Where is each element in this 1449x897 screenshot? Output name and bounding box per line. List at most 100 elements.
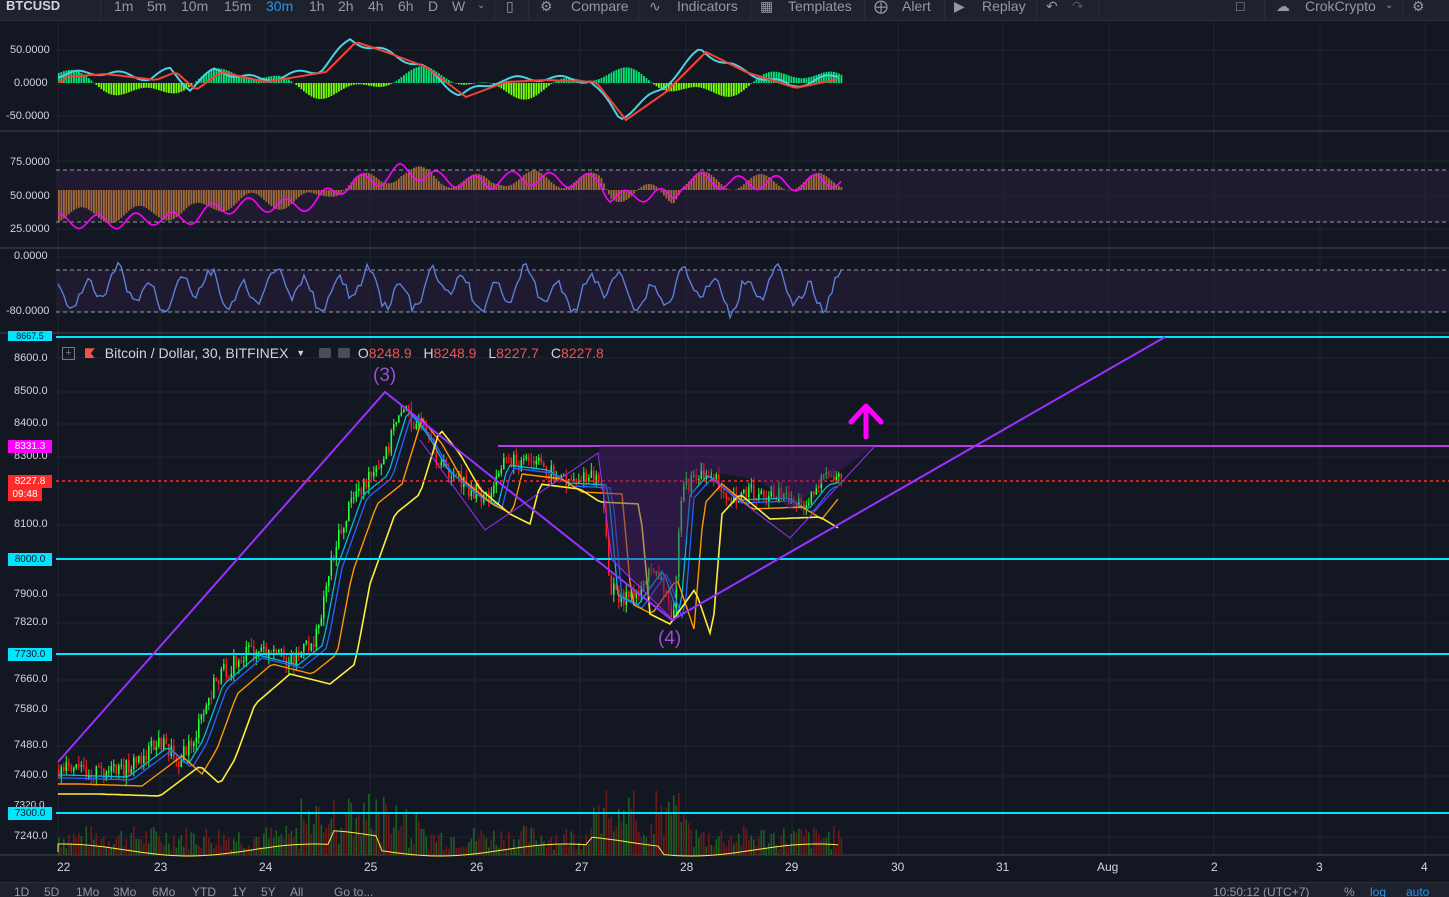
volume-bar [508, 832, 510, 855]
resistance-price-tag[interactable]: 8331.3 [8, 440, 52, 453]
macd-histogram-bar [393, 82, 395, 83]
rsi-histogram-bar [256, 190, 258, 194]
interval-1h[interactable]: 1h [309, 0, 325, 18]
interval-chevron-down-icon[interactable]: ⌄ [477, 0, 485, 18]
wave-label-3[interactable]: (3) [373, 365, 396, 387]
user-chevron-down-icon[interactable]: ⌄ [1385, 0, 1393, 18]
rsi-histogram-bar [746, 182, 748, 190]
interval-w[interactable]: W [452, 0, 465, 18]
macd-histogram-bar [751, 83, 753, 84]
legend-chevron-down-icon[interactable]: ▼ [296, 348, 305, 358]
candle-body [151, 740, 153, 746]
goto-button[interactable]: Go to... [334, 885, 373, 897]
rsi-histogram-bar [828, 178, 830, 190]
candles-icon[interactable]: ▯ [506, 0, 514, 18]
support-8000-tag[interactable]: 8000.0 [8, 553, 52, 566]
candle-body [201, 715, 203, 720]
range-3mo[interactable]: 3Mo [113, 885, 136, 897]
alert-button[interactable]: Alert [902, 0, 931, 18]
last-price-tag[interactable]: 8227.8 [8, 475, 52, 488]
eye-icon[interactable] [319, 348, 331, 358]
settings-small-icon[interactable] [338, 348, 350, 358]
candle-body [158, 738, 160, 747]
indicators-button[interactable]: Indicators [677, 0, 738, 18]
range-1y[interactable]: 1Y [232, 885, 247, 897]
volume-bar [291, 831, 293, 855]
macd-histogram-bar [291, 81, 293, 83]
volume-bar [131, 833, 133, 855]
rsi-histogram-bar [266, 190, 268, 202]
range-ytd[interactable]: YTD [192, 885, 216, 897]
level-tag-top[interactable]: 8667.5 [8, 331, 52, 341]
volume-bar [71, 843, 73, 855]
macd-histogram-bar [128, 83, 130, 92]
auto-toggle[interactable]: auto [1406, 885, 1429, 897]
macd-histogram-bar [406, 73, 408, 83]
macd-histogram-bar [331, 83, 333, 96]
alert-icon[interactable]: ⨁ [874, 0, 888, 18]
range-1d[interactable]: 1D [14, 885, 29, 897]
range-all[interactable]: All [290, 885, 303, 897]
fullscreen-icon[interactable]: □ [1236, 0, 1244, 18]
interval-30m[interactable]: 30m [266, 0, 293, 18]
macd-histogram-bar [536, 83, 538, 95]
replay-button[interactable]: Replay [982, 0, 1026, 18]
clock[interactable]: 10:50:12 (UTC+7) [1213, 885, 1309, 897]
range-5d[interactable]: 5D [44, 885, 59, 897]
rsi-histogram-bar [113, 190, 115, 223]
rsi-histogram-bar [296, 190, 298, 199]
volume-bar [146, 831, 148, 855]
cloud-icon[interactable]: ☁ [1276, 0, 1290, 18]
legend-collapse-icon[interactable]: + [62, 347, 75, 360]
volume-bar [226, 840, 228, 855]
rsi-histogram-bar [446, 187, 448, 190]
candle-body [116, 764, 118, 773]
compare-button[interactable]: Compare [571, 0, 629, 18]
support-7300-tag[interactable]: 7300.0 [8, 807, 52, 820]
macd-histogram-bar [333, 83, 335, 95]
volume-bar [758, 837, 760, 855]
interval-6h[interactable]: 6h [398, 0, 414, 18]
interval-1m[interactable]: 1m [114, 0, 133, 18]
symbol-search[interactable]: BTCUSD [6, 0, 60, 18]
indicators-icon[interactable]: ∿ [649, 0, 661, 18]
undo-icon[interactable]: ↶ [1046, 0, 1058, 18]
rsi-axis-label: 75.0000 [10, 156, 50, 168]
range-5y[interactable]: 5Y [261, 885, 276, 897]
series-title[interactable]: Bitcoin / Dollar, 30, BITFINEX [105, 345, 289, 361]
interval-15m[interactable]: 15m [224, 0, 251, 18]
volume-bar [801, 830, 803, 855]
interval-d[interactable]: D [428, 0, 438, 18]
rsi-histogram-bar [756, 175, 758, 190]
redo-icon[interactable]: ↷ [1072, 0, 1084, 18]
interval-4h[interactable]: 4h [368, 0, 384, 18]
volume-bar [636, 821, 638, 855]
replay-icon[interactable]: ▶ [954, 0, 965, 18]
interval-10m[interactable]: 10m [181, 0, 208, 18]
rsi-histogram-bar [728, 189, 730, 190]
wave-label-4[interactable]: (4) [658, 628, 681, 650]
percent-toggle[interactable]: % [1344, 885, 1355, 897]
volume-bar [621, 823, 623, 855]
compare-icon[interactable]: ⚙ [540, 0, 553, 18]
interval-5m[interactable]: 5m [147, 0, 166, 18]
candle-body [721, 488, 723, 492]
macd-histogram-bar [176, 83, 178, 93]
volume-bar [428, 850, 430, 855]
range-6mo[interactable]: 6Mo [152, 885, 175, 897]
rsi-histogram-bar [653, 185, 655, 190]
gear-icon[interactable]: ⚙ [1412, 0, 1425, 18]
support-7730-tag[interactable]: 7730.0 [8, 648, 52, 661]
templates-button[interactable]: Templates [788, 0, 852, 18]
range-1mo[interactable]: 1Mo [76, 885, 99, 897]
log-toggle[interactable]: log [1370, 885, 1386, 897]
volume-bar [213, 848, 215, 855]
interval-2h[interactable]: 2h [338, 0, 354, 18]
macd-histogram-bar [471, 83, 473, 84]
user-menu[interactable]: CrokCrypto [1305, 0, 1376, 18]
templates-icon[interactable]: ▦ [760, 0, 773, 18]
candle-body [341, 530, 343, 533]
volume-bar [603, 808, 605, 855]
volume-bar [296, 828, 298, 855]
